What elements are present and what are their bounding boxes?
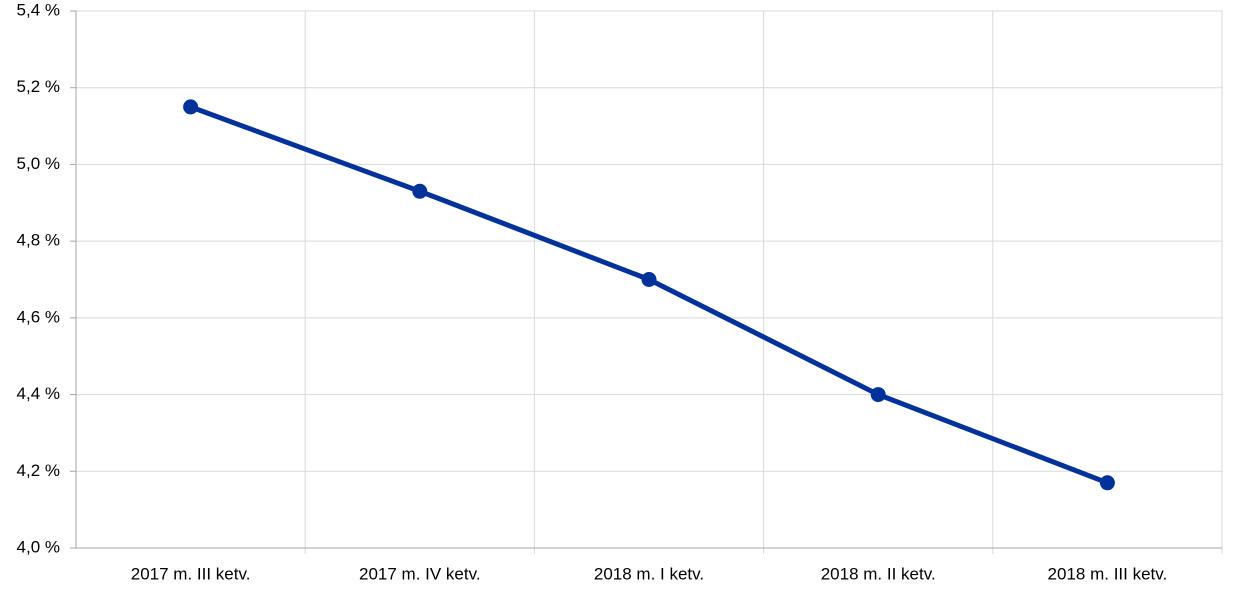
x-tick-label: 2017 m. IV ketv.: [359, 564, 481, 583]
x-tick-label: 2018 m. III ketv.: [1048, 564, 1168, 583]
data-point: [1099, 475, 1115, 491]
y-tick-label: 5,2 %: [17, 77, 60, 96]
y-tick-label: 4,2 %: [17, 461, 60, 480]
x-tick-label: 2018 m. I ketv.: [594, 564, 704, 583]
y-tick-label: 4,8 %: [17, 231, 60, 250]
y-tick-label: 5,4 %: [17, 0, 60, 19]
data-point: [183, 99, 199, 115]
x-tick-label: 2017 m. III ketv.: [131, 564, 251, 583]
y-tick-label: 4,0 %: [17, 537, 60, 556]
y-tick-label: 4,4 %: [17, 384, 60, 403]
series-line: [189, 104, 1109, 486]
data-point: [641, 272, 657, 287]
y-tick-label: 5,0 %: [17, 154, 60, 173]
x-tick-label: 2018 m. II ketv.: [821, 564, 936, 583]
data-point: [412, 183, 428, 199]
data-point: [870, 387, 886, 403]
y-tick-label: 4,6 %: [17, 307, 60, 326]
